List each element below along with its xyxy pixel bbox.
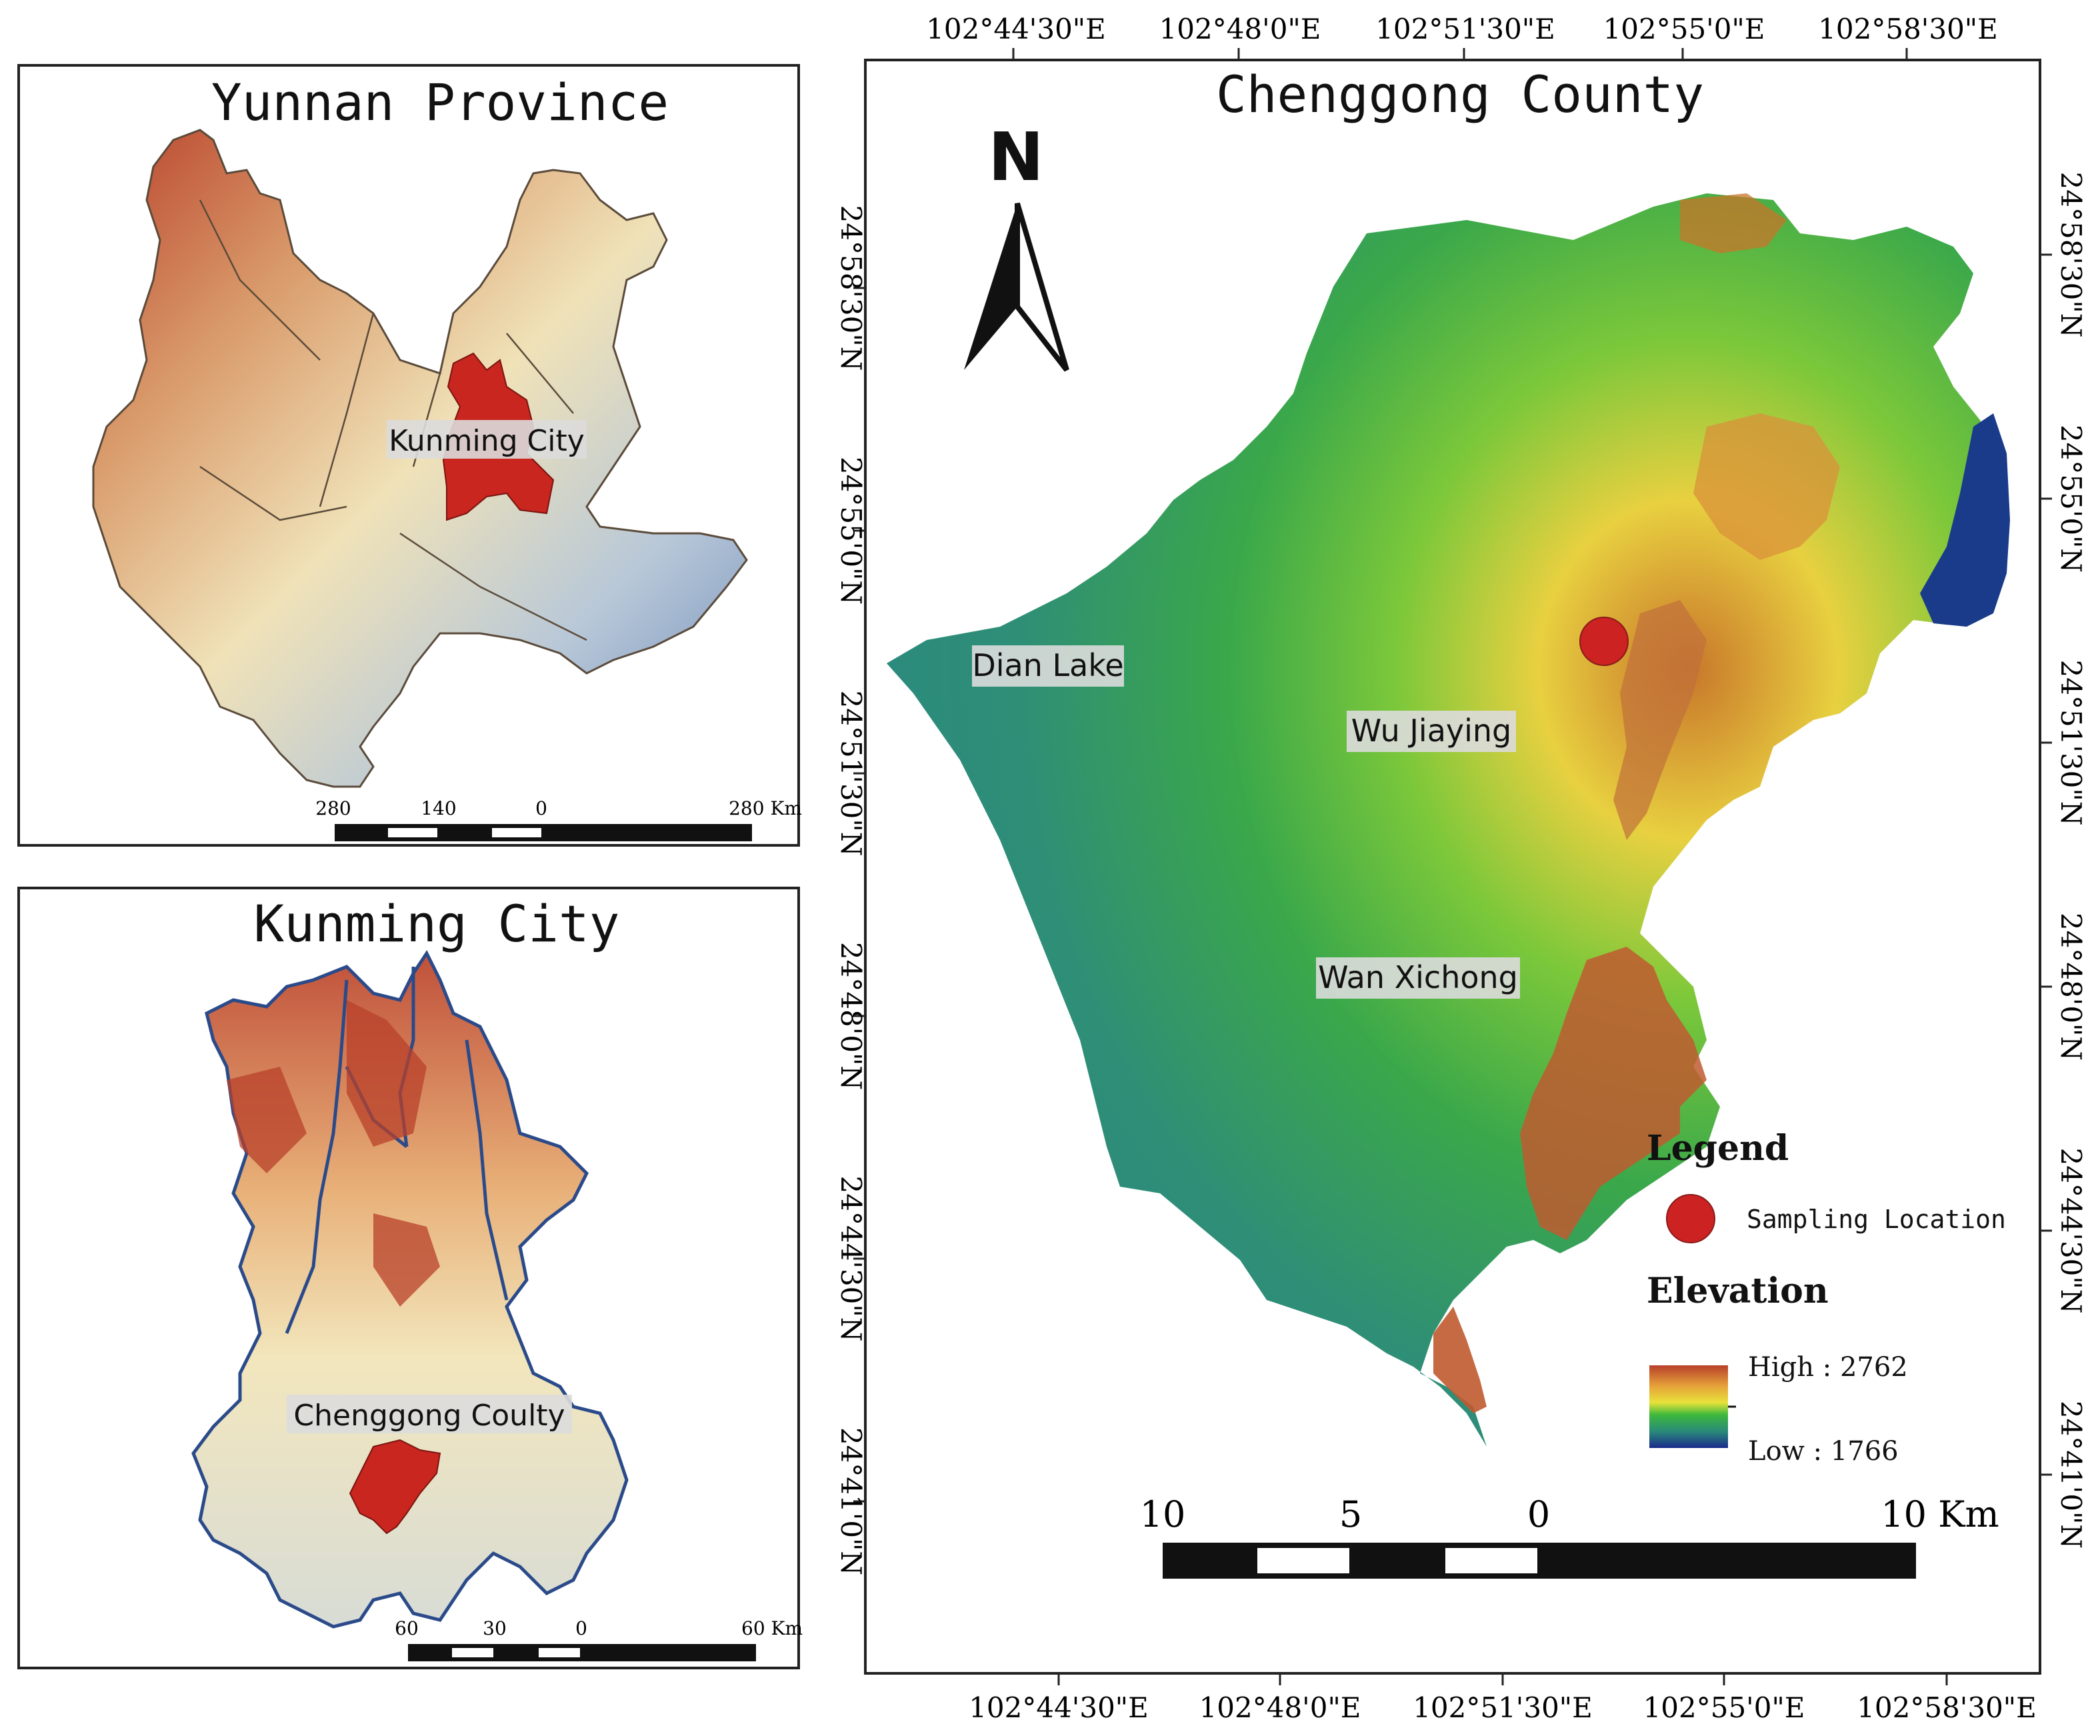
yunnan-scale-bar: 280 140 0 280 Km xyxy=(315,797,802,841)
kunming-scale-bar: 60 30 0 60 Km xyxy=(395,1617,803,1661)
wu-jiaying-label: Wu Jiaying xyxy=(1351,713,1512,749)
kunming-scale-label-60km: 60 Km xyxy=(741,1617,803,1639)
kunming-highlands xyxy=(227,1000,440,1307)
main-scale-segment-1 xyxy=(1257,1548,1349,1573)
yunnan-scale-label-0: 0 xyxy=(535,797,547,819)
north-arrow-icon: N xyxy=(964,118,1069,372)
main-scale-bar: 10 5 0 10 Km xyxy=(1140,1493,1999,1579)
lon-ticks-bottom: 102°44'30"E 102°48'0"E 102°51'30"E 102°5… xyxy=(969,1673,2037,1724)
inset-kunming-panel: Kunming City Chenggong Coulty 60 30 0 60… xyxy=(17,887,803,1669)
kunming-scale-label-0: 0 xyxy=(575,1617,587,1639)
lat-label-left-4: 24°48'0"N xyxy=(835,942,867,1090)
main-scale-label-0: 0 xyxy=(1527,1493,1550,1535)
yunnan-scale-segment-2 xyxy=(492,828,541,837)
lat-label-right-3: 24°51'30"N xyxy=(2055,660,2087,826)
kunming-scale-label-60: 60 xyxy=(395,1617,419,1639)
lat-label-left-2: 24°55'0"N xyxy=(835,457,867,605)
lat-ticks-left: 24°58'30"N 24°55'0"N 24°51'30"N 24°48'0"… xyxy=(835,205,867,1576)
legend-elevation-title: Elevation xyxy=(1647,1271,1829,1311)
legend-elevation-ramp xyxy=(1649,1365,1728,1448)
kunming-scale-label-30: 30 xyxy=(483,1617,507,1639)
yunnan-scale-segment-1 xyxy=(388,828,437,837)
southern-highland-dem xyxy=(1520,947,1707,1240)
main-map-title: Chenggong County xyxy=(1216,65,1704,124)
dian-lake-label-bg xyxy=(972,645,1124,687)
north-label: N xyxy=(988,118,1044,196)
inset-yunnan-panel: Yunnan Province Kunming City 280 140 0 2… xyxy=(17,64,802,847)
lon-label-bottom-2: 102°48'0"E xyxy=(1199,1691,1361,1724)
lon-label-bottom-3: 102°51'30"E xyxy=(1413,1691,1593,1724)
lon-label-bottom-1: 102°44'30"E xyxy=(969,1691,1149,1724)
kunming-scale-segment-2 xyxy=(539,1648,580,1657)
yunnan-scale-label-280: 280 xyxy=(315,797,351,819)
wu-jiaying-label-bg xyxy=(1347,711,1516,752)
lat-label-right-5: 24°44'30"N xyxy=(2055,1148,2087,1314)
legend-title: Legend xyxy=(1647,1128,1789,1169)
yunnan-scale-label-140: 140 xyxy=(421,797,456,819)
lon-label-top-4: 102°55'0"E xyxy=(1603,13,1765,45)
dian-lake-label: Dian Lake xyxy=(972,647,1123,683)
lat-label-left-1: 24°58'30"N xyxy=(835,205,867,371)
lon-label-bottom-5: 102°58'30"E xyxy=(1857,1691,2037,1724)
lon-ticks-top: 102°44'30"E 102°48'0"E 102°51'30"E 102°5… xyxy=(926,13,1998,60)
northeast-highland-dem xyxy=(1680,193,1787,253)
chenggong-highlight-shape xyxy=(349,1439,441,1535)
lat-label-left-3: 24°51'30"N xyxy=(835,691,867,857)
kunming-label-bg xyxy=(387,420,587,459)
kunming-scale-segment-1 xyxy=(452,1648,493,1657)
lat-label-left-5: 24°44'30"N xyxy=(835,1176,867,1342)
eastern-highland-dem xyxy=(1693,413,1840,560)
lon-label-top-1: 102°44'30"E xyxy=(926,13,1106,45)
main-scale-label-5: 5 xyxy=(1339,1493,1362,1535)
lat-label-right-1: 24°58'30"N xyxy=(2055,172,2087,338)
north-arrow-left-half xyxy=(964,203,1017,370)
inset-kunming-title: Kunming City xyxy=(253,894,619,953)
kunming-city-label: Kunming City xyxy=(389,424,585,458)
inset-yunnan-title: Yunnan Province xyxy=(211,73,669,132)
eastern-lowland-dem xyxy=(1920,413,2010,627)
southern-tail-dem xyxy=(1433,1307,1487,1413)
legend-sampling-label: Sampling Location xyxy=(1747,1205,2006,1234)
lat-label-right-2: 24°55'0"N xyxy=(2055,425,2087,573)
lat-label-left-6: 24°41'0"N xyxy=(835,1427,867,1575)
north-arrow-right-half xyxy=(1015,202,1069,372)
main-scale-label-10: 10 xyxy=(1140,1493,1186,1535)
lat-ticks-right: 24°58'30"N 24°55'0"N 24°51'30"N 24°48'0"… xyxy=(2040,172,2087,1549)
chenggong-county-label: Chenggong Coulty xyxy=(293,1399,565,1433)
lon-label-bottom-4: 102°55'0"E xyxy=(1643,1691,1805,1724)
wan-xichong-label: Wan Xichong xyxy=(1318,959,1518,995)
lon-label-top-3: 102°51'30"E xyxy=(1375,13,1555,45)
main-scale-label-10km: 10 Km xyxy=(1881,1493,1999,1535)
central-ridge-dem xyxy=(1613,600,1707,840)
main-map-panel: 102°44'30"E 102°48'0"E 102°51'30"E 102°5… xyxy=(835,13,2087,1724)
main-scale-segment-2 xyxy=(1445,1548,1537,1573)
yunnan-scale-label-280km: 280 Km xyxy=(729,797,802,819)
lon-label-top-2: 102°48'0"E xyxy=(1159,13,1321,45)
chenggong-label-bg xyxy=(287,1395,572,1433)
legend-high-label: High : 2762 xyxy=(1748,1352,1908,1383)
legend-low-label: Low : 1766 xyxy=(1748,1436,1899,1467)
sampling-location-marker xyxy=(1579,617,1629,666)
lat-label-right-4: 24°48'0"N xyxy=(2055,913,2087,1061)
wan-xichong-label-bg xyxy=(1316,957,1520,999)
lon-label-top-5: 102°58'30"E xyxy=(1818,13,1998,45)
legend-sampling-icon xyxy=(1666,1194,1715,1243)
lat-label-right-6: 24°41'0"N xyxy=(2055,1401,2087,1549)
legend: Legend Sampling Location Elevation High … xyxy=(1647,1128,2006,1467)
